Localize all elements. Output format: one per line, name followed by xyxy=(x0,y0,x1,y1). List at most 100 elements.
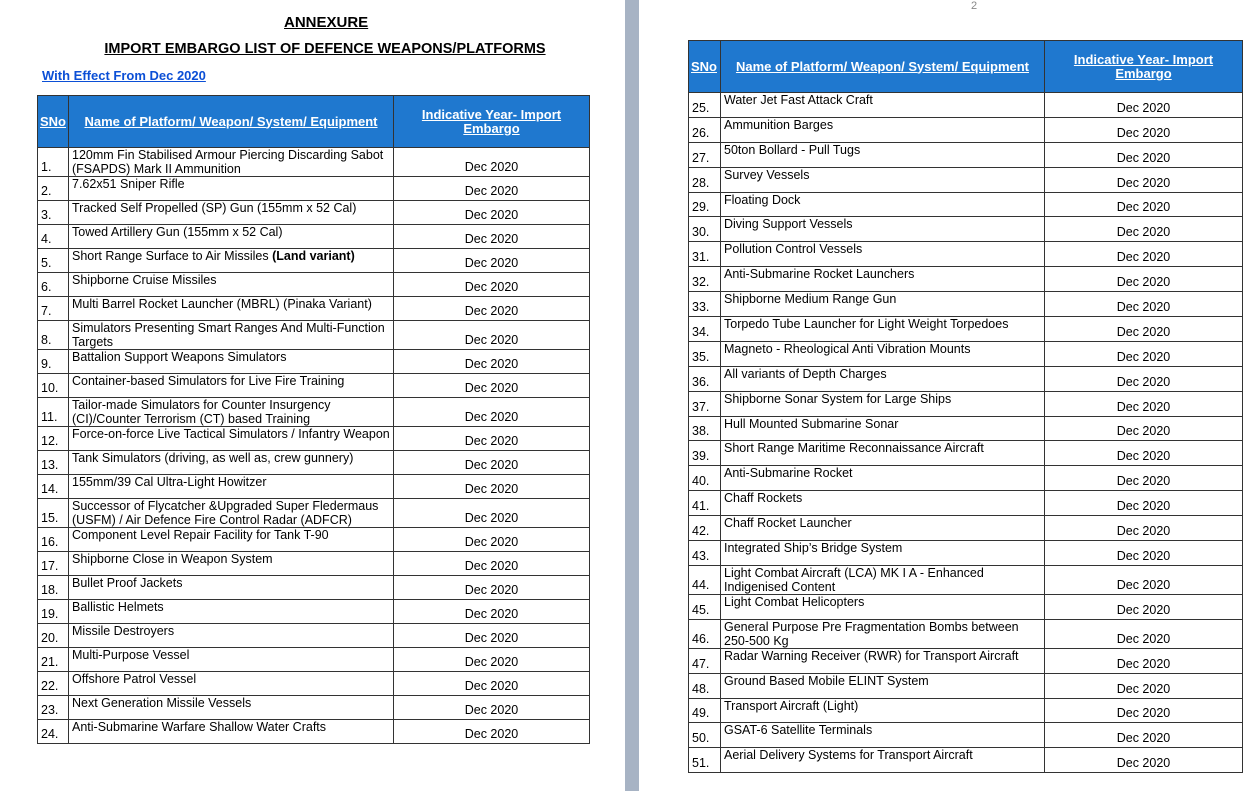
item-name: Towed Artillery Gun (155mm x 52 Cal) xyxy=(68,224,394,249)
embargo-year: Dec 2020 xyxy=(1044,515,1243,542)
table-row: 19. Ballistic Helmets Dec 2020 xyxy=(37,599,590,624)
embargo-year: Dec 2020 xyxy=(1044,291,1243,318)
embargo-year: Dec 2020 xyxy=(1044,266,1243,293)
embargo-year: Dec 2020 xyxy=(393,349,590,374)
embargo-year: Dec 2020 xyxy=(393,575,590,600)
table-row: 27. 50ton Bollard - Pull Tugs Dec 2020 xyxy=(688,141,1243,168)
embargo-year: Dec 2020 xyxy=(1044,618,1243,649)
serial-number: 21. xyxy=(37,647,69,672)
item-name: General Purpose Pre Fragmentation Bombs … xyxy=(720,618,1045,649)
table-row: 41. Chaff Rockets Dec 2020 xyxy=(688,490,1243,517)
embargo-year: Dec 2020 xyxy=(1044,141,1243,168)
embargo-year: Dec 2020 xyxy=(1044,216,1243,243)
serial-number: 16. xyxy=(37,527,69,552)
serial-number: 24. xyxy=(37,719,69,744)
embargo-year: Dec 2020 xyxy=(393,147,590,177)
item-name: 50ton Bollard - Pull Tugs xyxy=(720,141,1045,168)
embargo-year: Dec 2020 xyxy=(393,397,590,427)
table-row: 32. Anti-Submarine Rocket Launchers Dec 20… xyxy=(688,266,1243,293)
item-name: Shipborne Close in Weapon System xyxy=(68,551,394,576)
serial-number: 31. xyxy=(688,241,721,268)
item-name: Integrated Ship’s Bridge System xyxy=(720,540,1045,566)
table-row: 14. 155mm/39 Cal Ultra-Light Howitzer Dec … xyxy=(37,474,590,499)
item-name: Light Combat Aircraft (LCA) MK I A - Enh… xyxy=(720,564,1045,595)
embargo-year: Dec 2020 xyxy=(393,498,590,528)
table-row: 1. 120mm Fin Stabilised Armour Piercing D… xyxy=(37,147,590,177)
table-row: 18. Bullet Proof Jackets Dec 2020 xyxy=(37,575,590,600)
embargo-year: Dec 2020 xyxy=(1044,92,1243,118)
item-name: Anti-Submarine Rocket xyxy=(720,465,1045,492)
serial-number: 51. xyxy=(688,747,721,774)
embargo-year: Dec 2020 xyxy=(393,426,590,451)
column-header: Name of Platform/ Weapon/ System/ Equipm… xyxy=(720,40,1045,93)
embargo-year: Dec 2020 xyxy=(1044,191,1243,218)
item-name-emphasis: (Land variant) xyxy=(272,249,355,263)
item-name: Offshore Patrol Vessel xyxy=(68,671,394,696)
table-row: 38. Hull Mounted Submarine Sonar Dec 2020 xyxy=(688,415,1243,442)
table-row: 33. Shipborne Medium Range Gun Dec 2020 xyxy=(688,291,1243,318)
embargo-year: Dec 2020 xyxy=(393,599,590,624)
embargo-year: Dec 2020 xyxy=(1044,340,1243,367)
item-name: Anti-Submarine Warfare Shallow Water Cra… xyxy=(68,719,394,744)
serial-number: 10. xyxy=(37,373,69,398)
item-name: Shipborne Sonar System for Large Ships xyxy=(720,390,1045,417)
embargo-year: Dec 2020 xyxy=(1044,316,1243,342)
item-name: Tailor-made Simulators for Counter Insur… xyxy=(68,397,394,427)
embargo-year: Dec 2020 xyxy=(393,320,590,350)
serial-number: 22. xyxy=(37,671,69,696)
serial-number: 17. xyxy=(37,551,69,576)
item-name: Aerial Delivery Systems for Transport Ai… xyxy=(720,747,1045,774)
serial-number: 9. xyxy=(37,349,69,374)
serial-number: 11. xyxy=(37,397,69,427)
item-name: Simulators Presenting Smart Ranges And M… xyxy=(68,320,394,350)
serial-number: 42. xyxy=(688,515,721,542)
table-row: 3. Tracked Self Propelled (SP) Gun (155mm… xyxy=(37,200,590,225)
item-name: Tank Simulators (driving, as well as, cr… xyxy=(68,450,394,475)
item-name: Shipborne Medium Range Gun xyxy=(720,291,1045,318)
table-row: 31. Pollution Control Vessels Dec 2020 xyxy=(688,241,1243,268)
embargo-year: Dec 2020 xyxy=(393,450,590,475)
serial-number: 13. xyxy=(37,450,69,475)
table-row: 49. Transport Aircraft (Light) Dec 2020 xyxy=(688,697,1243,724)
table-row: 51. Aerial Delivery Systems for Transport… xyxy=(688,747,1243,774)
table-row: 39. Short Range Maritime Reconnaissance A… xyxy=(688,440,1243,467)
table-row: 7. Multi Barrel Rocket Launcher (MBRL) (P… xyxy=(37,296,590,321)
table-row: 15. Successor of Flycatcher &Upgraded Sup… xyxy=(37,498,590,528)
embargo-year: Dec 2020 xyxy=(1044,390,1243,417)
table-row: 22. Offshore Patrol Vessel Dec 2020 xyxy=(37,671,590,696)
header-row: SNo Name of Platform/ Weapon/ System/ Equ… xyxy=(688,40,1243,93)
table-row: 48. Ground Based Mobile ELINT System Dec 2… xyxy=(688,672,1243,699)
serial-number: 33. xyxy=(688,291,721,318)
serial-number: 41. xyxy=(688,490,721,517)
effective-date: With Effect From Dec 2020 xyxy=(42,68,206,83)
table-row: 36. All variants of Depth Charges Dec 2020 xyxy=(688,365,1243,392)
item-name: Ammunition Barges xyxy=(720,116,1045,143)
embargo-year: Dec 2020 xyxy=(393,551,590,576)
table-row: 25. Water Jet Fast Attack Craft Dec 2020 xyxy=(688,92,1243,118)
table-row: 46. General Purpose Pre Fragmentation Bom… xyxy=(688,618,1243,649)
embargo-year: Dec 2020 xyxy=(393,623,590,648)
serial-number: 30. xyxy=(688,216,721,243)
serial-number: 14. xyxy=(37,474,69,499)
table-row: 8. Simulators Presenting Smart Ranges And… xyxy=(37,320,590,350)
serial-number: 25. xyxy=(688,92,721,118)
table-row: 23. Next Generation Missile Vessels Dec 20… xyxy=(37,695,590,720)
embargo-year: Dec 2020 xyxy=(1044,365,1243,392)
item-name: Survey Vessels xyxy=(720,166,1045,193)
embargo-table: SNo Name of Platform/ Weapon/ System/ Equ… xyxy=(37,95,590,744)
embargo-year: Dec 2020 xyxy=(1044,415,1243,442)
column-header: Indicative Year- Import Embargo xyxy=(393,95,590,148)
serial-number: 7. xyxy=(37,296,69,321)
item-name: Tracked Self Propelled (SP) Gun (155mm x… xyxy=(68,200,394,225)
column-header: Name of Platform/ Weapon/ System/ Equipm… xyxy=(68,95,394,148)
item-name: Magneto - Rheological Anti Vibration Mou… xyxy=(720,340,1045,367)
table-row: 20. Missile Destroyers Dec 2020 xyxy=(37,623,590,648)
serial-number: 8. xyxy=(37,320,69,350)
table-row: 26. Ammunition Barges Dec 2020 xyxy=(688,116,1243,143)
embargo-table: SNo Name of Platform/ Weapon/ System/ Equ… xyxy=(688,40,1243,774)
item-name: Hull Mounted Submarine Sonar xyxy=(720,415,1045,442)
embargo-year: Dec 2020 xyxy=(393,527,590,552)
table-row: 11. Tailor-made Simulators for Counter In… xyxy=(37,397,590,427)
serial-number: 36. xyxy=(688,365,721,392)
serial-number: 47. xyxy=(688,647,721,674)
